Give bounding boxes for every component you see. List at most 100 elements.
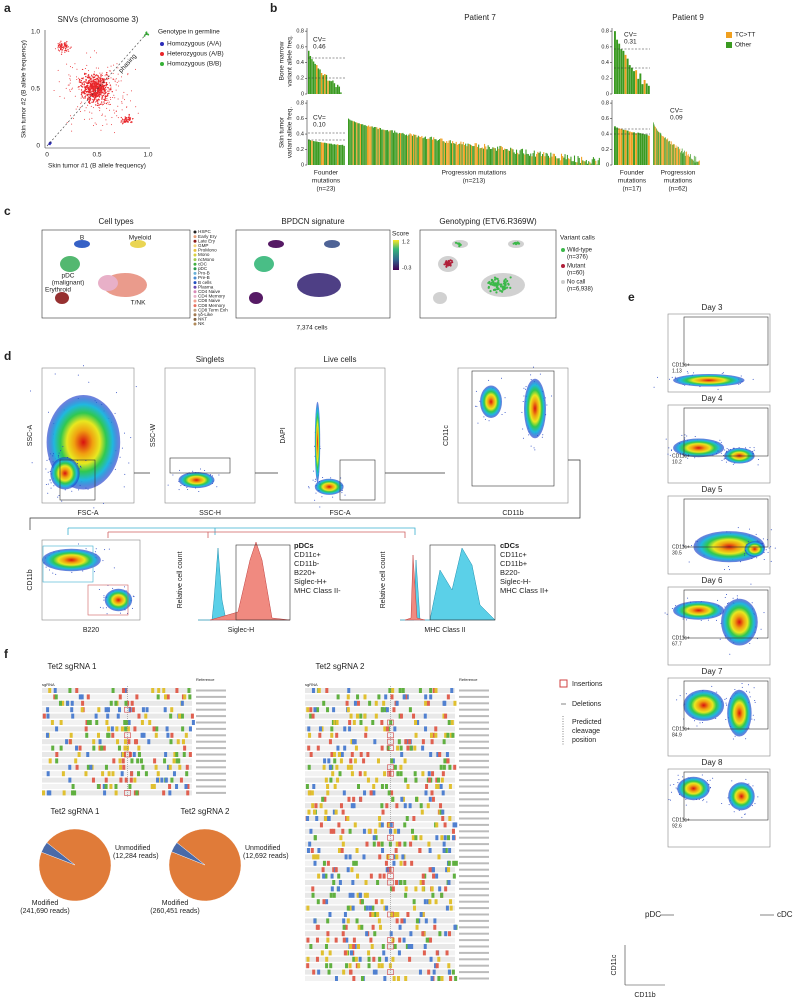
base [135,790,139,796]
bar-texture [696,161,698,165]
alignment-row [305,828,455,834]
base [160,777,164,783]
base [358,771,362,777]
bar-texture [341,144,344,165]
label: 0.5 [31,86,40,93]
base [349,764,353,770]
base [311,688,315,693]
base [408,956,412,962]
bar-texture [695,156,697,165]
base [389,822,393,828]
base [70,700,74,706]
base [186,790,190,796]
label: CD11c+ [672,453,690,459]
base [349,969,353,975]
base [156,771,160,777]
base [188,752,192,757]
dot-texture [477,422,479,424]
base [71,790,75,796]
label: Skin tumor [279,116,286,148]
base [415,796,419,802]
label: Day 8 [702,758,723,767]
dot-texture [103,102,105,104]
frame [169,457,231,474]
dot-texture [687,597,689,599]
dot-texture [99,83,102,86]
bar-texture [584,161,586,165]
base [397,828,401,834]
base [337,848,341,853]
base [357,963,361,969]
dot-texture [75,108,77,110]
legend-dot [193,271,197,275]
bar-texture [340,92,342,94]
dot-texture [95,75,97,77]
label: 0 [301,91,304,97]
base [442,739,446,745]
base [315,816,319,821]
dot-texture [86,52,88,54]
base [187,688,191,693]
frame [41,539,141,621]
base [415,918,419,924]
bar-texture [508,150,510,165]
legend-dot [193,267,197,271]
alignment-row [305,726,455,732]
base [346,694,350,700]
dot-texture [65,42,67,44]
label: Late Ery [198,238,216,243]
bar-texture [322,142,324,165]
base [50,720,54,725]
bar-texture [396,132,398,165]
dot-texture [745,738,747,740]
bar-texture [484,143,486,165]
bar-texture [434,139,436,165]
reads-texture [459,939,489,942]
dot-texture [87,102,89,104]
base [405,694,409,700]
base [374,899,378,905]
base [384,860,388,866]
reads-texture [459,702,489,705]
bar-texture [362,124,364,165]
reads-texture [459,734,489,737]
dot-texture [79,484,81,486]
base [42,790,46,796]
label: (n=17) [623,186,642,193]
legend-dot [193,239,197,243]
umap-cluster [98,275,118,291]
base [391,758,395,764]
bar-texture [365,125,367,165]
base [428,867,432,873]
base [180,700,184,706]
base [360,976,364,981]
dot-texture [66,50,68,52]
dot-texture [90,105,92,107]
base [384,956,388,962]
base [46,707,50,713]
bar-texture [497,146,499,165]
bar-texture [474,143,476,165]
legend-dot [193,322,197,326]
label: 1.13 [672,368,682,374]
dot-texture [322,476,324,478]
base [94,713,98,719]
bar-texture [645,83,648,94]
dot-texture [55,573,57,575]
base [400,796,404,802]
dot-texture [70,46,72,48]
label: 0.31 [624,39,637,46]
base [426,803,430,809]
bar-texture [673,144,675,165]
base [335,720,339,725]
base [447,963,451,969]
bar-texture [467,143,469,165]
dot-texture [64,42,66,44]
base [442,764,446,770]
base [313,835,317,841]
base [378,924,382,930]
base [325,899,329,905]
label: 0.6 [296,116,304,122]
dot-texture [524,388,526,390]
